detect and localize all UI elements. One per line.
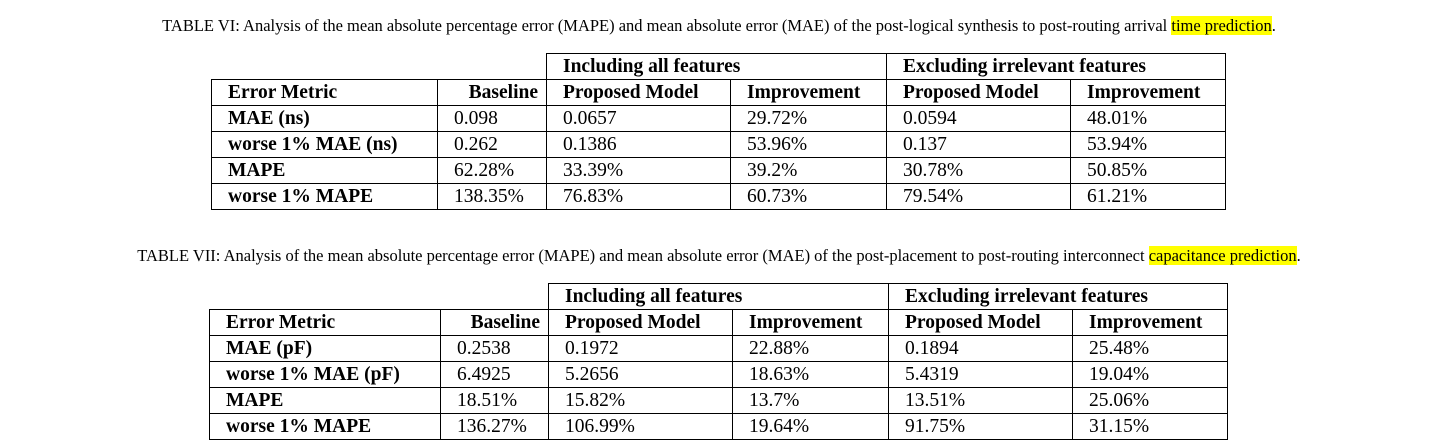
table-vii-value-cell: 5.4319 (888, 361, 1073, 388)
table-vi-metric-cell: worse 1% MAE (ns) (211, 131, 438, 158)
table-vi-value-cell: 29.72% (729, 105, 887, 132)
table-vi-metric-cell: worse 1% MAPE (211, 183, 438, 210)
table-vii-group-header-row: Including all features Excluding irrelev… (210, 283, 1229, 310)
table-vi-value-cell: 30.78% (886, 157, 1071, 184)
table-vii-value-cell: 0.1972 (548, 335, 733, 362)
table-vii-header-cell: Improvement (1072, 309, 1229, 336)
table-vi-value-cell: 60.73% (729, 183, 887, 210)
table-vii-metric-cell: MAPE (209, 387, 441, 414)
table-vii-value-cell: 22.88% (731, 335, 889, 362)
table-vii-value-cell: 18.51% (440, 387, 549, 414)
table-vi-value-cell: 0.0594 (886, 105, 1071, 132)
table-vi-caption: TABLE VI: Analysis of the mean absolute … (0, 16, 1438, 36)
table-vi-value-cell: 0.0657 (546, 105, 731, 132)
table-vii-value-cell: 25.06% (1072, 387, 1229, 414)
table-vi-header-cell: Baseline (437, 79, 547, 106)
table-vi-value-cell: 0.262 (437, 131, 547, 158)
table-vi-value-cell: 76.83% (546, 183, 731, 210)
table-vi-value-cell: 62.28% (437, 157, 547, 184)
table-vi-value-cell: 53.94% (1070, 131, 1227, 158)
table-vii-header-cell: Error Metric (209, 309, 441, 336)
table-vi-value-cell: 0.098 (437, 105, 547, 132)
table-vi-header-cell: Improvement (729, 79, 887, 106)
table-vi-header-cell: Improvement (1070, 79, 1227, 106)
table-vii-value-cell: 0.2538 (440, 335, 549, 362)
table-vii-metric-cell: worse 1% MAPE (209, 413, 441, 440)
table-row: MAPE 18.51% 15.82% 13.7% 13.51% 25.06% (209, 387, 1229, 414)
table-vi-value-cell: 33.39% (546, 157, 731, 184)
table-vi-caption-highlight: time prediction (1171, 16, 1272, 35)
table-vii-value-cell: 13.51% (888, 387, 1073, 414)
table-vi-group-excluding: Excluding irrelevant features (886, 53, 1227, 80)
table-vii-group-excluding: Excluding irrelevant features (888, 283, 1229, 310)
table-vi-value-cell: 50.85% (1070, 157, 1227, 184)
table-vi-metric-cell: MAPE (211, 157, 438, 184)
table-row: MAE (ns) 0.098 0.0657 29.72% 0.0594 48.0… (211, 105, 1227, 132)
table-vi-caption-text: TABLE VI: Analysis of the mean absolute … (162, 16, 1168, 35)
table-vi-metric-cell: MAE (ns) (211, 105, 438, 132)
table-vii-value-cell: 31.15% (1072, 413, 1229, 440)
table-row: worse 1% MAE (pF) 6.4925 5.2656 18.63% 5… (209, 361, 1229, 388)
table-row: worse 1% MAE (ns) 0.262 0.1386 53.96% 0.… (211, 131, 1227, 158)
table-vii-header-cell: Proposed Model (888, 309, 1073, 336)
table-vii-blank-cell (441, 284, 549, 310)
table-vi-value-cell: 48.01% (1070, 105, 1227, 132)
table-vii-value-cell: 13.7% (731, 387, 889, 414)
table-vi-value-cell: 61.21% (1070, 183, 1227, 210)
table-vi-blank-cell (212, 54, 438, 80)
table-vi-value-cell: 39.2% (729, 157, 887, 184)
table-vii-header-cell: Proposed Model (548, 309, 733, 336)
table-vi-value-cell: 53.96% (729, 131, 887, 158)
table-vii-value-cell: 0.1894 (888, 335, 1073, 362)
table-vii-metric-cell: MAE (pF) (209, 335, 441, 362)
table-vii-header-row: Error Metric Baseline Proposed Model Imp… (209, 309, 1229, 336)
table-vii-value-cell: 25.48% (1072, 335, 1229, 362)
table-row: worse 1% MAPE 138.35% 76.83% 60.73% 79.5… (211, 183, 1227, 210)
table-vi-value-cell: 79.54% (886, 183, 1071, 210)
table-vii: Including all features Excluding irrelev… (209, 283, 1229, 440)
table-vii-value-cell: 18.63% (731, 361, 889, 388)
table-vi: Including all features Excluding irrelev… (211, 53, 1227, 210)
table-vii-value-cell: 91.75% (888, 413, 1073, 440)
table-vii-header-cell: Baseline (440, 309, 549, 336)
table-vii-value-cell: 19.04% (1072, 361, 1229, 388)
table-vi-group-header-row: Including all features Excluding irrelev… (212, 53, 1227, 80)
table-vii-caption: TABLE VII: Analysis of the mean absolute… (0, 246, 1438, 266)
table-vi-header-row: Error Metric Baseline Proposed Model Imp… (211, 79, 1227, 106)
table-vi-value-cell: 138.35% (437, 183, 547, 210)
table-vii-value-cell: 136.27% (440, 413, 549, 440)
table-vi-value-cell: 0.137 (886, 131, 1071, 158)
table-vii-caption-highlight: capacitance prediction (1148, 246, 1297, 265)
table-vi-group-including: Including all features (545, 53, 887, 80)
table-vii-value-cell: 6.4925 (440, 361, 549, 388)
table-row: MAPE 62.28% 33.39% 39.2% 30.78% 50.85% (211, 157, 1227, 184)
table-vi-value-cell: 0.1386 (546, 131, 731, 158)
table-vii-blank-cell (210, 284, 441, 310)
table-vi-header-cell: Error Metric (211, 79, 438, 106)
table-vii-caption-end: . (1296, 246, 1301, 265)
table-vii-caption-text: TABLE VII: Analysis of the mean absolute… (137, 246, 1145, 265)
table-vii-value-cell: 5.2656 (548, 361, 733, 388)
table-vii-metric-cell: worse 1% MAE (pF) (209, 361, 441, 388)
table-row: worse 1% MAPE 136.27% 106.99% 19.64% 91.… (209, 413, 1229, 440)
table-vi-caption-end: . (1271, 16, 1276, 35)
table-vii-value-cell: 19.64% (731, 413, 889, 440)
table-vii-value-cell: 15.82% (548, 387, 733, 414)
table-vi-header-cell: Proposed Model (886, 79, 1071, 106)
table-vi-header-cell: Proposed Model (546, 79, 731, 106)
table-row: MAE (pF) 0.2538 0.1972 22.88% 0.1894 25.… (209, 335, 1229, 362)
table-vi-blank-cell (438, 54, 547, 80)
table-vii-group-including: Including all features (547, 283, 889, 310)
table-vii-header-cell: Improvement (731, 309, 889, 336)
table-vii-value-cell: 106.99% (548, 413, 733, 440)
